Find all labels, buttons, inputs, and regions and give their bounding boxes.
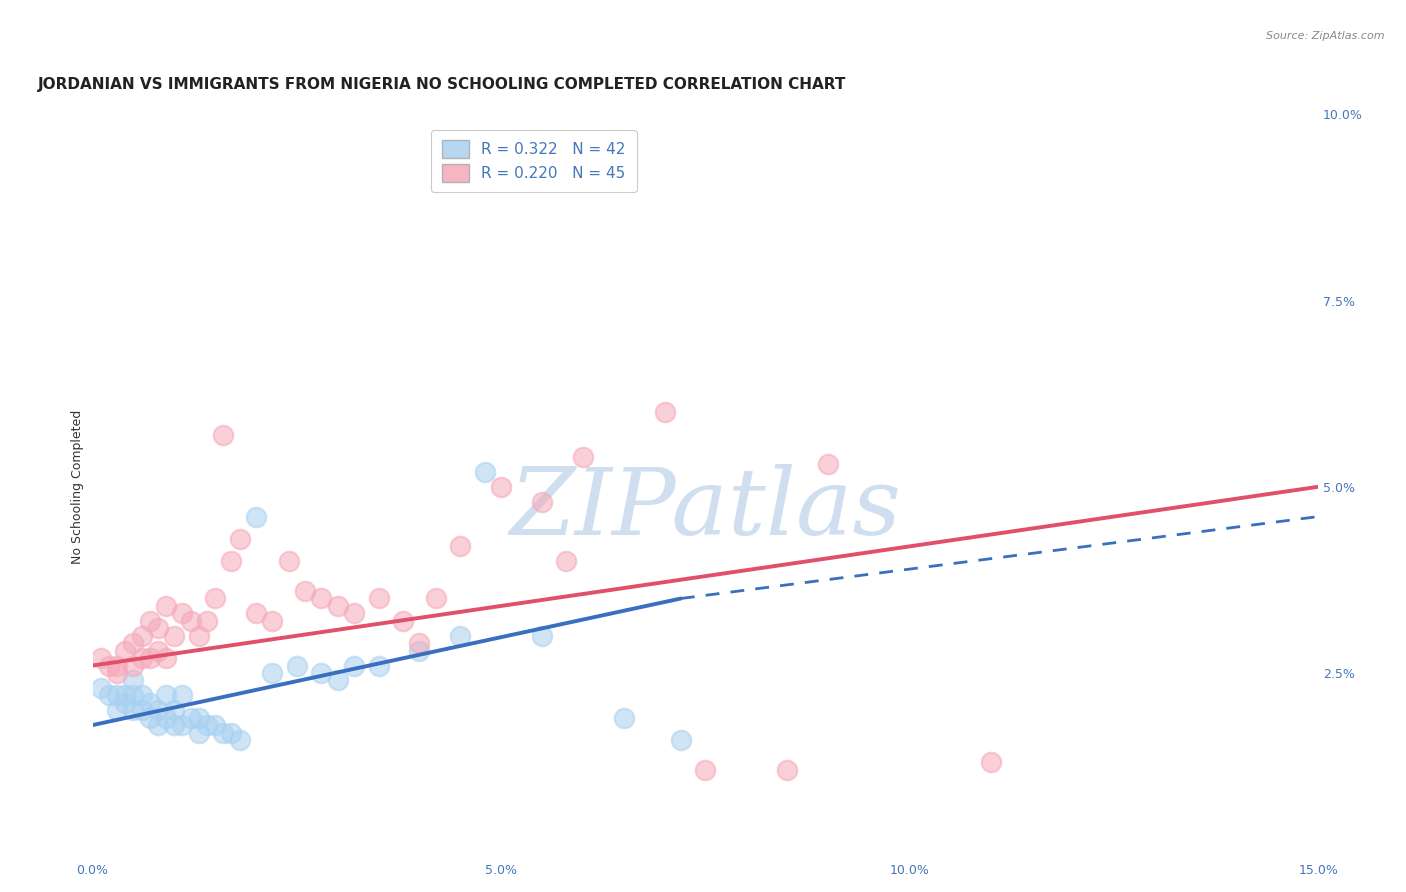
Point [105, 703, 128, 717]
Point [669, 733, 692, 747]
Point [212, 725, 235, 739]
Point [245, 509, 267, 524]
Point [425, 591, 447, 606]
Point [114, 696, 136, 710]
Point [212, 427, 235, 442]
Point [294, 584, 316, 599]
Point [530, 629, 553, 643]
Point [105, 688, 128, 702]
Point [572, 450, 595, 464]
Point [90, 651, 112, 665]
Point [277, 554, 299, 568]
Point [262, 665, 284, 680]
Point [122, 636, 145, 650]
Point [654, 405, 676, 419]
Point [817, 458, 839, 472]
Point [155, 711, 177, 725]
Point [131, 629, 153, 643]
Point [221, 725, 243, 739]
Point [163, 629, 186, 643]
Point [131, 703, 153, 717]
Point [146, 643, 169, 657]
Point [105, 665, 128, 680]
Point [90, 681, 112, 695]
Point [172, 688, 194, 702]
Point [187, 629, 209, 643]
Point [131, 688, 153, 702]
Point [392, 614, 415, 628]
Point [980, 756, 1002, 770]
Point [139, 614, 162, 628]
Point [180, 711, 202, 725]
Point [139, 651, 162, 665]
Point [204, 591, 226, 606]
Point [146, 621, 169, 635]
Point [285, 658, 308, 673]
Point [530, 494, 553, 508]
Text: ZIPatlas: ZIPatlas [509, 464, 901, 554]
Point [163, 703, 186, 717]
Point [408, 636, 430, 650]
Point [228, 532, 250, 546]
Point [245, 607, 267, 621]
Point [172, 718, 194, 732]
Point [97, 688, 120, 702]
Point [221, 554, 243, 568]
Point [311, 591, 333, 606]
Point [146, 718, 169, 732]
Point [187, 725, 209, 739]
Point [155, 651, 177, 665]
Point [326, 673, 349, 688]
Point [326, 599, 349, 613]
Point [204, 718, 226, 732]
Text: JORDANIAN VS IMMIGRANTS FROM NIGERIA NO SCHOOLING COMPLETED CORRELATION CHART: JORDANIAN VS IMMIGRANTS FROM NIGERIA NO … [38, 78, 846, 93]
Point [105, 658, 128, 673]
Point [139, 696, 162, 710]
Point [776, 763, 799, 777]
Point [155, 599, 177, 613]
Text: Source: ZipAtlas.com: Source: ZipAtlas.com [1267, 31, 1385, 41]
Point [474, 465, 496, 479]
Point [172, 607, 194, 621]
Point [613, 711, 636, 725]
Legend: R = 0.322   N = 42, R = 0.220   N = 45: R = 0.322 N = 42, R = 0.220 N = 45 [432, 129, 637, 193]
Point [489, 480, 512, 494]
Point [114, 688, 136, 702]
Point [131, 651, 153, 665]
Point [343, 658, 366, 673]
Point [122, 703, 145, 717]
Point [122, 688, 145, 702]
Point [122, 673, 145, 688]
Point [555, 554, 578, 568]
Point [139, 711, 162, 725]
Point [180, 614, 202, 628]
Point [343, 607, 366, 621]
Point [187, 711, 209, 725]
Point [262, 614, 284, 628]
Point [367, 658, 389, 673]
Point [311, 665, 333, 680]
Point [155, 688, 177, 702]
Y-axis label: No Schooling Completed: No Schooling Completed [72, 409, 84, 564]
Point [449, 540, 471, 554]
Point [449, 629, 471, 643]
Point [695, 763, 717, 777]
Point [228, 733, 250, 747]
Point [97, 658, 120, 673]
Point [146, 703, 169, 717]
Point [408, 643, 430, 657]
Point [122, 658, 145, 673]
Point [195, 614, 218, 628]
Point [195, 718, 218, 732]
Point [163, 718, 186, 732]
Point [114, 643, 136, 657]
Point [367, 591, 389, 606]
